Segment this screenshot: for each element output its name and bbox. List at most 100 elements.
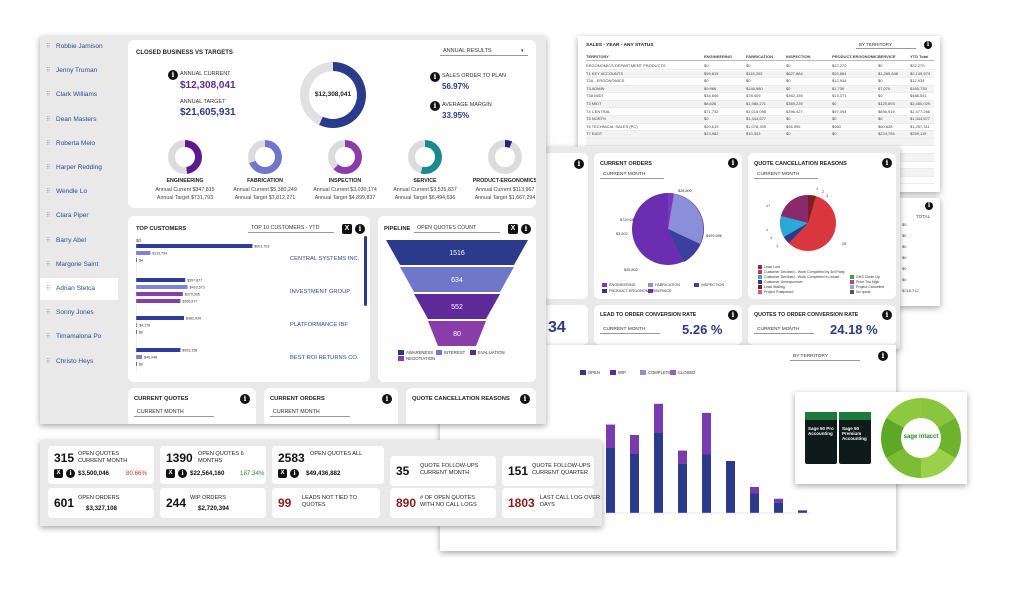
kpi-label: QUOTE FOLLOW-UPS CURRENT QUARTER xyxy=(532,463,591,476)
sales-rep-sidebar: Robbie JamisonJenny TrumanClark Williams… xyxy=(40,36,120,424)
kpi-label: QUOTE FOLLOW-UPS CURRENT MONTH xyxy=(420,463,479,476)
table-cell: T1 KEY ACCOUNTS xyxy=(586,70,624,76)
excel-icon[interactable]: X xyxy=(166,469,175,478)
excel-icon[interactable]: X xyxy=(342,224,352,234)
excel-icon[interactable]: X xyxy=(278,469,287,478)
cancel-month-select[interactable]: CURRENT MONTH xyxy=(754,171,818,179)
info-icon[interactable]: i xyxy=(924,41,932,49)
total-cell: $0 xyxy=(902,255,907,260)
orders-bottom-month-select[interactable]: CURRENT MONTH xyxy=(270,408,350,417)
kpi-tile[interactable]: 890 # OF OPEN QUOTES WITH NO CALL LOGS xyxy=(390,488,496,518)
pipeline-select[interactable]: OPEN QUOTES COUNT xyxy=(414,224,500,233)
info-icon[interactable]: i xyxy=(882,310,892,320)
info-icon[interactable]: i xyxy=(430,101,440,111)
info-icon[interactable]: i xyxy=(521,224,531,234)
table-row[interactable]: T3A MIDT $34,606 $78,409 $362,155 $13,371 $0 $… xyxy=(586,93,934,101)
kpi-tile[interactable]: 99 LEADS NOT TIED TO QUOTES xyxy=(272,488,380,518)
info-icon[interactable]: i xyxy=(66,469,75,478)
quote-conversion-title: QUOTES TO ORDER CONVERSION RATE xyxy=(754,312,859,318)
table-row[interactable]: T6 TECHNICAL SALES (PC) $20,619 $1,078,309… xyxy=(586,123,934,132)
customer-name[interactable]: INVESTMENT GROUP xyxy=(290,289,351,295)
table-row[interactable]: ERGONOMICS DEPARTMENT PRODUCTS $0 $0 $0 $22,… xyxy=(586,63,934,71)
table-row[interactable]: T7 EAST $23,982 $10,343 $0 $0 $224,794 $259,11… xyxy=(586,131,934,139)
table-row[interactable]: T3 MIDT $8,626 $1,980,271 $365,239 $0 $125,89… xyxy=(586,101,934,109)
info-icon[interactable]: i xyxy=(882,158,892,168)
info-icon[interactable]: i xyxy=(728,158,738,168)
annual-target-value: $21,605,931 xyxy=(180,107,236,118)
table-row[interactable]: T5 NORTH $0 $1,344,677 $0 $0 $0 $1,344,677 xyxy=(586,116,934,124)
quotes-month-select[interactable]: CURRENT MONTH xyxy=(134,408,214,417)
table-cell: $1,257,311 xyxy=(910,123,930,129)
table-row[interactable]: T4 CENTRAL $71,732 $1,015,098 $396,427 $97,0… xyxy=(586,109,934,116)
territory-bar xyxy=(774,498,783,503)
annual-results-select[interactable]: ANNUAL RESULTS xyxy=(440,47,528,56)
sidebar-item[interactable]: Roberta Melo xyxy=(40,133,118,155)
kpi-tile[interactable]: 35 QUOTE FOLLOW-UPS CURRENT MONTH xyxy=(390,456,496,486)
info-icon[interactable]: i xyxy=(430,72,440,82)
sidebar-item[interactable]: Clark Williams xyxy=(40,84,118,106)
customer-name[interactable]: CENTRAL SYSTEMS INC. xyxy=(290,256,360,262)
quote-month-select[interactable]: CURRENT MONTH xyxy=(754,326,814,334)
info-icon[interactable]: i xyxy=(382,394,392,404)
territory-select[interactable]: BY TERRITORY xyxy=(856,41,916,49)
info-icon[interactable]: i xyxy=(925,202,933,210)
pie-label: $35,802 xyxy=(624,268,638,272)
sage-intacct-wheel: sage intacct xyxy=(881,398,961,478)
column-header: YTD Total xyxy=(910,54,929,59)
sidebar-item[interactable]: Dean Masters xyxy=(40,109,118,131)
sidebar-item[interactable]: Harper Redding xyxy=(40,157,118,179)
kpi-tile[interactable]: 601 OPEN ORDERS $3,327,108 xyxy=(48,488,154,518)
sidebar-item[interactable]: Wendle Lo xyxy=(40,181,118,203)
sidebar-item[interactable]: Adrian Stetca xyxy=(40,278,118,300)
segment-donut xyxy=(488,140,522,174)
customer-bar-label: $115,794 xyxy=(152,252,167,256)
table-cell: $60,828 xyxy=(878,123,893,129)
cancel-label: 3 xyxy=(826,194,828,198)
scrollbar[interactable] xyxy=(364,236,367,306)
cancel-bottom-title: QUOTE CANCELLATION REASONS xyxy=(412,396,510,402)
sidebar-item[interactable]: Jenny Truman xyxy=(40,60,118,82)
excel-icon[interactable]: X xyxy=(54,469,63,478)
sidebar-item[interactable]: Barry Abel xyxy=(40,230,118,252)
top-customers-select[interactable]: TOP 10 CUSTOMERS - YTD xyxy=(248,224,334,233)
info-icon[interactable]: i xyxy=(728,310,738,320)
sidebar-item[interactable]: Christo Heys xyxy=(40,351,118,373)
avg-margin-label: AVERAGE MARGIN xyxy=(442,102,492,108)
kpi-tile[interactable]: 1803 LAST CALL LOG OVER 30 DAYS xyxy=(502,488,602,518)
info-icon[interactable]: i xyxy=(355,224,365,234)
territory-bar xyxy=(726,461,735,513)
customer-name[interactable]: PLATFORMANCE IBF xyxy=(290,322,348,328)
info-icon[interactable]: i xyxy=(178,469,187,478)
segment-current: Annual Current $113,967 xyxy=(475,187,535,193)
info-icon[interactable]: i xyxy=(240,394,250,404)
info-icon[interactable]: i xyxy=(520,394,530,404)
bigchart-select[interactable]: BY TERRITORY xyxy=(790,353,860,361)
sidebar-item[interactable]: Clara Piper xyxy=(40,205,118,227)
kpi-tile[interactable]: 244 WIP ORDERS $2,720,394 xyxy=(160,488,266,518)
table-cell: $1,344,677 xyxy=(910,116,931,122)
funnel-stage xyxy=(400,267,514,292)
info-icon[interactable]: i xyxy=(574,159,584,169)
table-row[interactable]: T3 ADMIN $9,966 $146,980 $0 $1,739 $7,070 $165… xyxy=(586,85,934,94)
info-icon[interactable]: i xyxy=(168,70,178,80)
lead-month-select[interactable]: CURRENT MONTH xyxy=(600,326,660,334)
info-icon[interactable]: i xyxy=(878,351,888,361)
sidebar-item[interactable]: Margorie Saint xyxy=(40,254,118,276)
customer-name[interactable]: BEST ROI RETURNS CO. xyxy=(290,355,359,361)
segment-target: Annual Target $6,494,636 xyxy=(394,195,456,201)
customer-bar xyxy=(136,323,138,327)
sidebar-item[interactable]: Sonny Jones xyxy=(40,302,118,324)
table-row[interactable]: T1 KEY ACCOUNTS $99,815 $115,203 $627,884 $2… xyxy=(586,70,934,78)
sidebar-item[interactable]: Robbie Jamison xyxy=(40,36,118,58)
funnel-value: 552 xyxy=(451,304,463,311)
kpi-tile[interactable]: 151 QUOTE FOLLOW-UPS CURRENT QUARTER xyxy=(502,456,594,486)
excel-icon[interactable]: X xyxy=(508,224,518,234)
table-row[interactable]: T2A - ERGONOMICS $0 $0 $0 $12,934 $0 $12,934 xyxy=(586,78,934,86)
info-icon[interactable]: i xyxy=(290,469,299,478)
sidebar-item[interactable]: Timamalona Po xyxy=(40,326,118,348)
chevron-down-icon[interactable]: ▾ xyxy=(521,48,524,54)
orders-month-select[interactable]: CURRENT MONTH xyxy=(600,171,664,179)
